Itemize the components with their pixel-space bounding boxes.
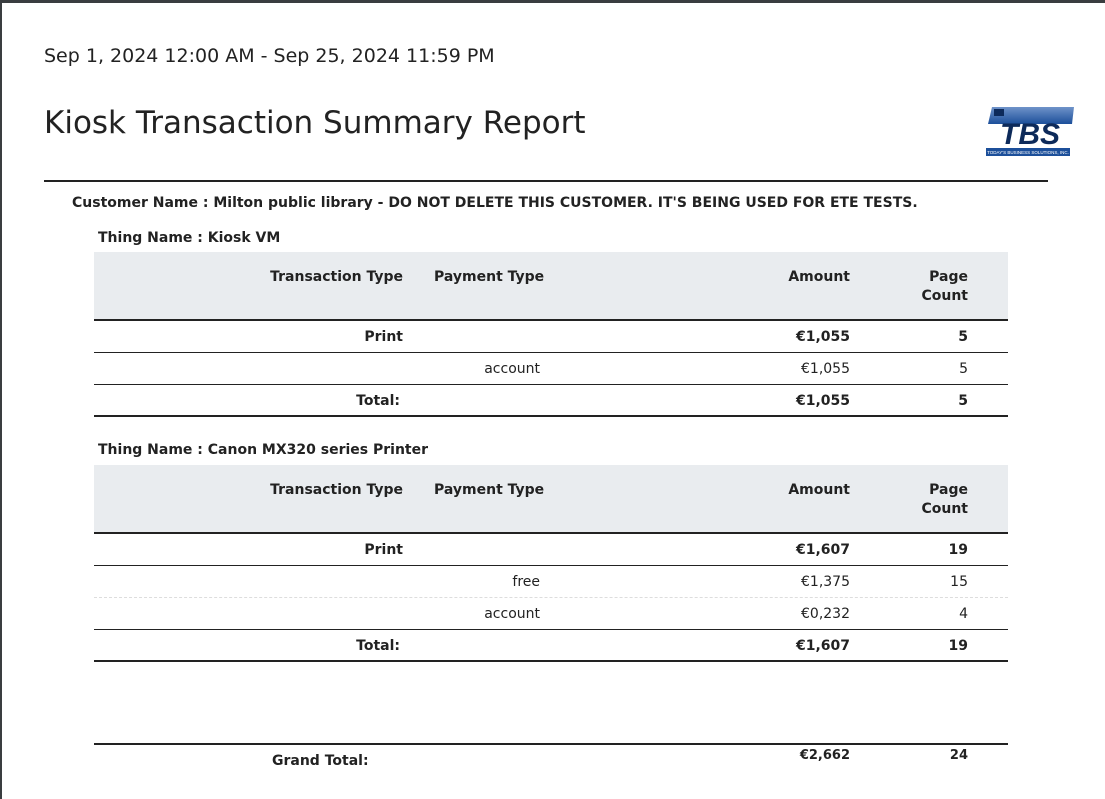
customer-name: Customer Name : Milton public library - … [72,195,918,211]
table-row: free €1,375 15 [94,566,1008,598]
table-row: account €1,055 5 [94,353,1008,385]
thing-name: Thing Name : Kiosk VM [98,230,281,246]
table-header: Transaction Type Payment Type Amount Pag… [94,252,1008,321]
tbs-logo: TBS TODAY'S BUSINESS SOLUTIONS, INC. [984,104,1076,164]
col-page-count: Page Count [921,482,968,517]
thing-table: Transaction Type Payment Type Amount Pag… [94,465,1008,662]
page-title: Kiosk Transaction Summary Report [44,105,586,141]
table-row: account €0,232 4 [94,598,1008,630]
table-row: Print €1,607 19 [94,534,1008,566]
grand-total-row: Grand Total: €2,662 24 [94,743,1008,783]
col-amount: Amount [788,482,850,498]
total-row: Total: €1,055 5 [94,385,1008,417]
report-page: Sep 1, 2024 12:00 AM - Sep 25, 2024 11:5… [2,3,1105,799]
col-transaction-type: Transaction Type [270,482,403,498]
col-amount: Amount [788,269,850,285]
thing-name: Thing Name : Canon MX320 series Printer [98,442,428,458]
date-range: Sep 1, 2024 12:00 AM - Sep 25, 2024 11:5… [44,45,495,67]
header-divider [44,180,1048,182]
table-row: Print €1,055 5 [94,321,1008,353]
total-row: Total: €1,607 19 [94,630,1008,662]
thing-table: Transaction Type Payment Type Amount Pag… [94,252,1008,417]
col-transaction-type: Transaction Type [270,269,403,285]
table-header: Transaction Type Payment Type Amount Pag… [94,465,1008,534]
col-payment-type: Payment Type [434,482,545,498]
svg-text:TBS: TBS [1000,118,1060,151]
col-page-count: Page Count [921,269,968,304]
svg-text:TODAY'S BUSINESS SOLUTIONS, IN: TODAY'S BUSINESS SOLUTIONS, INC. [987,150,1069,155]
col-payment-type: Payment Type [434,269,545,285]
